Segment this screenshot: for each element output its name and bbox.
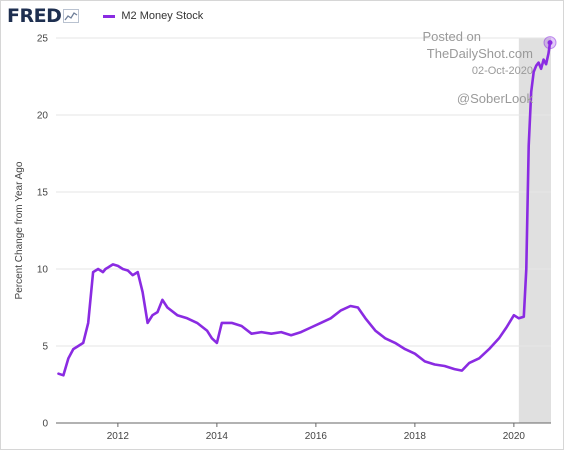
line-chart-icon — [63, 9, 80, 23]
y-tick-label-10: 10 — [37, 265, 49, 276]
watermark-site: TheDailyShot.com — [426, 46, 533, 61]
y-tick-label-5: 5 — [42, 342, 48, 353]
y-tick-label-15: 15 — [37, 188, 49, 199]
x-tick-label-2014: 2014 — [206, 431, 229, 442]
x-tick-label-2020: 2020 — [503, 431, 526, 442]
y-tick-label-20: 20 — [37, 111, 49, 122]
y-axis-title: Percent Change from Year Ago — [14, 161, 25, 299]
legend-swatch — [103, 14, 116, 18]
watermark-date: 02-Oct-2020 — [471, 65, 533, 77]
x-tick-label-2018: 2018 — [404, 431, 427, 442]
x-tick-label-2012: 2012 — [107, 431, 130, 442]
legend-label: M2 Money Stock — [121, 10, 204, 22]
series-end-marker — [547, 40, 553, 46]
fred-logo[interactable]: FRED — [7, 5, 80, 27]
series-line-0 — [57, 41, 552, 377]
chart-legend: M2 Money Stock — [103, 10, 203, 22]
watermark-handle: @SoberLook — [456, 91, 533, 106]
recession-shade-0 — [518, 38, 551, 423]
chart-header: FRED M2 Money Stock — [7, 4, 203, 28]
y-tick-label-25: 25 — [37, 34, 49, 45]
watermark-posted: Posted on — [422, 29, 481, 44]
y-tick-label-0: 0 — [42, 419, 48, 430]
x-tick-label-2016: 2016 — [305, 431, 328, 442]
logo-text: FRED — [7, 5, 62, 27]
